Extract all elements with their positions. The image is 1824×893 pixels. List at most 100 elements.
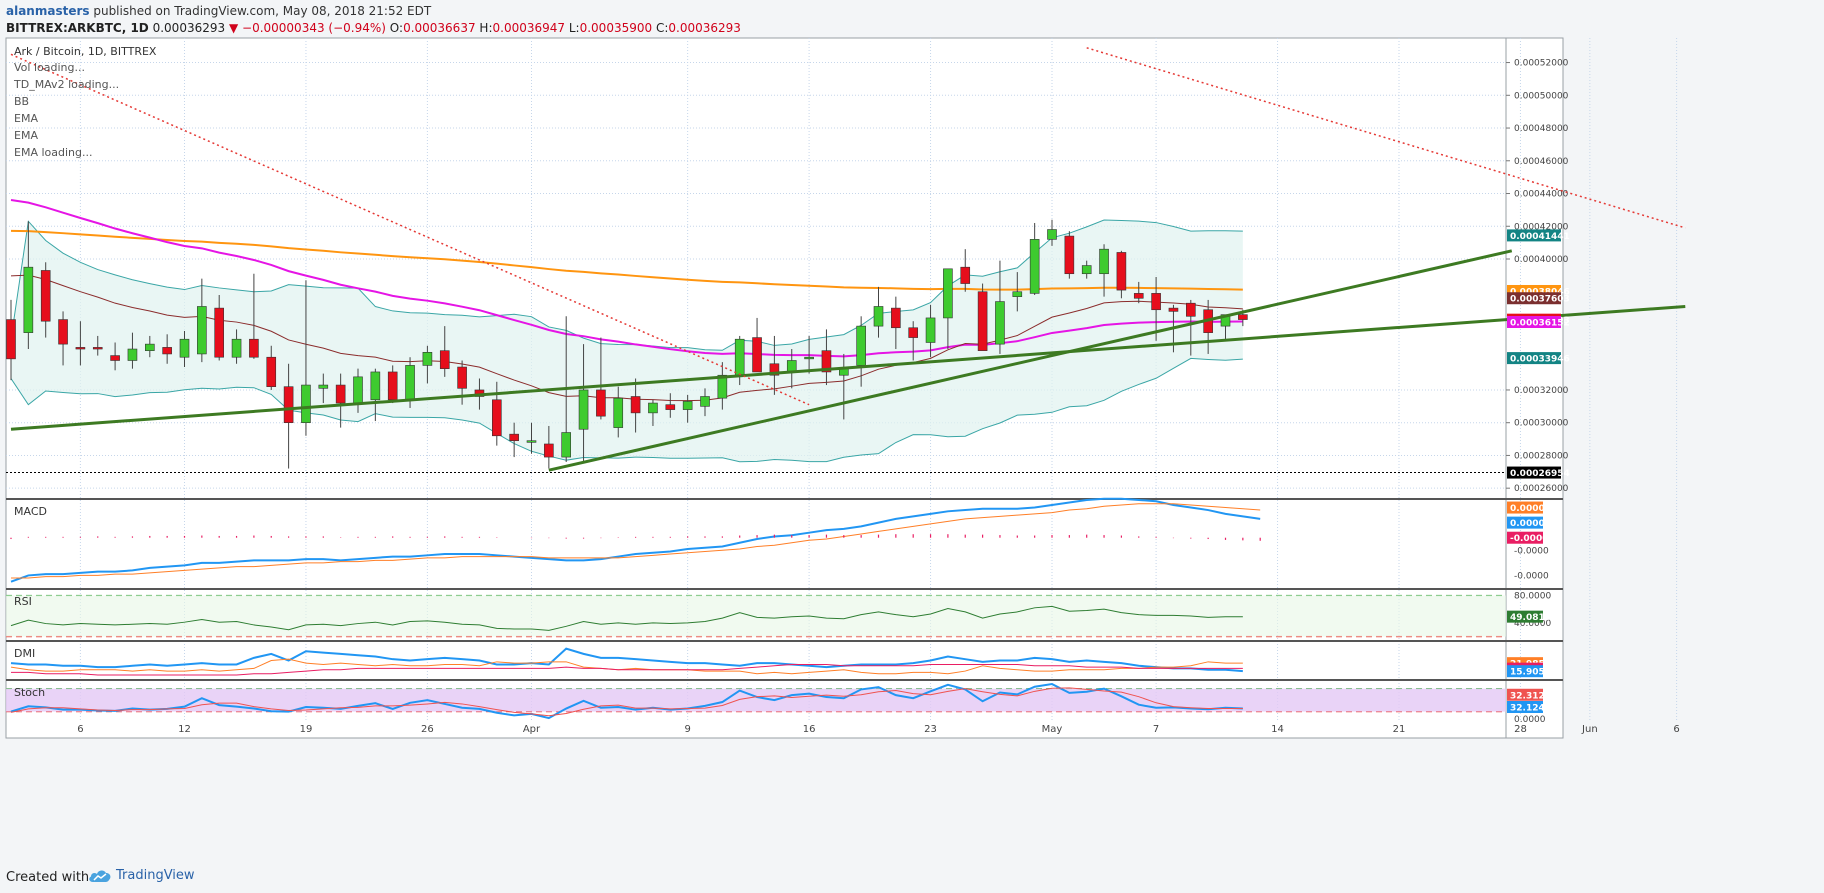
candle-down [1133,281,1144,304]
candle-body [578,389,589,430]
x-tick-label: 6 [77,724,83,735]
candle-body [1047,229,1057,240]
price-label-bg [1507,466,1561,479]
candle-up [682,394,693,423]
candle-body [231,338,242,358]
candle-down [1151,277,1161,341]
value-label-bg [1507,501,1543,514]
down-arrow-icon: ▼ [228,21,239,35]
value-label-bg [1507,610,1543,623]
candle-up [231,329,242,364]
candle-body [509,433,519,442]
y-tick-label: 0.00040000 [1514,255,1569,265]
candle-up [700,388,710,417]
y-tick-label: 0.00050000 [1514,91,1569,101]
x-tick-label: 7 [1153,724,1159,735]
main-chart-title: Ark / Bitcoin, 1D, BITTREX [14,45,157,58]
x-tick-label: 21 [1393,724,1406,735]
adx-line [11,663,1243,676]
candle-body [318,384,329,389]
candle-down [162,334,172,364]
green-support-short [548,249,1513,472]
candle-body [1168,307,1179,312]
x-tick-label: 19 [300,724,313,735]
close-label: C: [655,21,669,35]
value-label: 32.1243 [1510,704,1551,714]
candle-body [1151,293,1161,311]
y-tick-label: 0.00042000 [1514,222,1569,232]
candle-body [717,374,728,399]
candle-down [630,378,641,433]
cloud-icon [89,869,111,882]
value-label: 0.0000 [1510,519,1545,529]
candle-body [162,347,172,355]
candle-up [23,221,34,350]
candle-body [908,327,919,338]
bollinger-lower [10,357,1243,463]
candle-body [1064,235,1075,275]
candle-up [804,335,814,374]
candle-body [960,266,971,284]
y-tick-label: 80.0000 [1514,591,1551,601]
price-label: 0.00037603 [1510,295,1570,305]
value-label: 49.0810 [1510,613,1551,623]
pane-title: DMI [14,647,35,660]
candle-down [75,321,86,366]
candle-down [266,345,277,390]
tradingview-logo[interactable]: TradingView [88,868,195,883]
candle-down [960,249,971,292]
candle-body [422,352,433,366]
candle-down [544,425,554,469]
signal-line [11,503,1261,579]
candle-body [387,371,398,401]
candle-down [665,393,676,418]
x-tick-label: 9 [684,724,690,735]
candle-body [995,301,1005,345]
candle-body [943,268,953,319]
publish-info: alanmasters published on TradingView.com… [6,4,431,18]
candle-body [301,384,311,423]
candle-down [58,311,68,366]
candle-up [127,332,138,369]
candle-body [249,338,259,358]
high-value: 0.00036947 [492,21,566,35]
value-label-bg [1507,531,1543,544]
x-tick-label: 26 [421,724,434,735]
price-label: 0.00026954 [1510,469,1570,479]
green-support-long [10,304,1686,431]
candle-body [214,307,224,358]
y-tick-label: -0.0000 [1514,546,1549,556]
x-tick-label: 28 [1514,724,1527,735]
candle-up [318,373,329,404]
candle-body [1238,314,1248,320]
candle-body [648,402,658,414]
candle-body [110,355,120,361]
y-tick-label: 0.00048000 [1514,124,1569,134]
stoch_k-line [10,683,1243,720]
candle-body [145,343,155,351]
x-tick-label: 6 [1673,724,1679,735]
low-value: 0.00035900 [579,21,653,35]
candle-body [1081,265,1092,275]
author-link[interactable]: alanmasters [6,4,90,18]
level-band [6,688,1506,712]
open-label: O: [389,21,404,35]
macd-line [10,497,1261,583]
price-label-bg [1507,315,1561,328]
high-label: H: [479,21,493,35]
candle-down [249,273,259,359]
y-tick-label: 0.00030000 [1514,419,1569,429]
x-tick-label: Jun [1581,724,1598,735]
price-change: −0.00000343 (−0.94%) [242,21,386,35]
candle-down [891,296,901,350]
candle-down [1186,299,1196,356]
candle-body [613,397,624,428]
y-tick-label: 0.00028000 [1514,451,1569,461]
candle-body [439,350,450,369]
footer: Created with TradingView [0,866,1824,893]
open-value: 0.00036637 [403,21,476,35]
candle-body [977,291,988,351]
created-with-text: Created with [6,870,90,885]
candle-up [197,278,207,363]
